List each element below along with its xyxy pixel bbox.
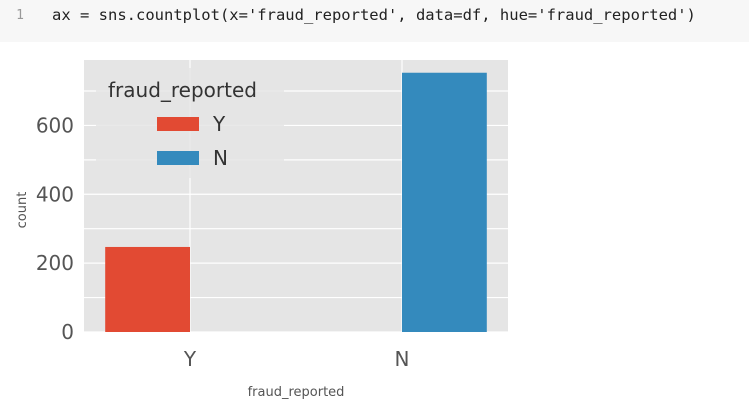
legend-entries: YN — [157, 112, 228, 170]
legend-label: N — [213, 146, 228, 170]
y-tick-label: 400 — [36, 182, 74, 206]
x-tick-label: N — [395, 347, 410, 371]
legend: fraud_reported YN — [96, 68, 284, 178]
x-tick-label: Y — [183, 347, 197, 371]
bar-N — [402, 72, 487, 332]
y-tick-label: 0 — [61, 320, 74, 344]
code-cell[interactable]: 1 ax = sns.countplot(x='fraud_reported',… — [0, 0, 749, 42]
legend-swatch — [157, 117, 199, 131]
y-tick-label: 200 — [36, 251, 74, 275]
x-axis-label: fraud_reported — [248, 385, 345, 400]
y-tick-labels: 0 200 400 600 — [36, 113, 74, 344]
legend-label: Y — [212, 112, 226, 136]
y-tick-label: 600 — [36, 113, 74, 137]
legend-title: fraud_reported — [108, 78, 257, 102]
y-axis-label: count — [15, 192, 30, 229]
line-number: 1 — [16, 8, 24, 23]
legend-swatch — [157, 151, 199, 165]
bar-Y — [105, 246, 190, 332]
code-line[interactable]: ax = sns.countplot(x='fraud_reported', d… — [52, 6, 696, 24]
bars — [105, 72, 487, 332]
